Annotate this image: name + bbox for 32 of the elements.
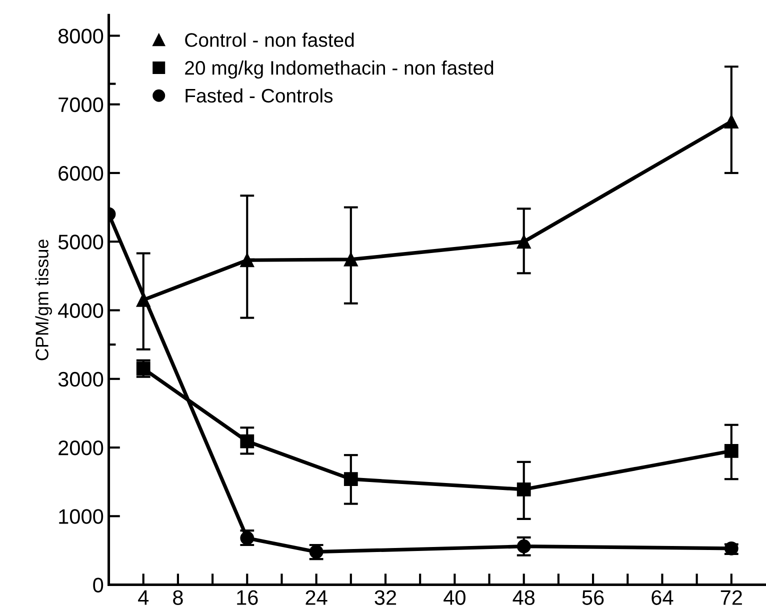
point xyxy=(516,482,531,496)
y-tick-label: 0 xyxy=(93,578,104,593)
y-tick-label: 4000 xyxy=(58,303,104,318)
y-tick-label: 3000 xyxy=(58,372,104,387)
x-tick-label: 48 xyxy=(512,590,535,605)
x-tick-label: 4 xyxy=(138,590,149,605)
y-tick-label: 6000 xyxy=(58,166,104,181)
point xyxy=(724,114,738,128)
y-tick-label: 1000 xyxy=(59,509,104,524)
legend-label: 20 mg/kg Indomethacin - non fasted xyxy=(185,60,494,79)
y-tick-label: 5000 xyxy=(58,234,104,250)
y-tick-label: 8000 xyxy=(58,28,104,44)
x-tick-label: 64 xyxy=(652,590,674,605)
x-tick-label: 32 xyxy=(374,590,396,605)
point xyxy=(344,252,358,266)
x-tick-label: 8 xyxy=(173,590,183,605)
x-tick-label: 72 xyxy=(720,590,742,605)
legend-label: Fasted - Controls xyxy=(186,88,333,103)
x-tick-label: 24 xyxy=(306,590,328,605)
point xyxy=(724,444,738,458)
y-tick-label: 7000 xyxy=(58,97,104,112)
y-tick-label: 2000 xyxy=(58,440,104,456)
x-tick-label: 40 xyxy=(444,590,466,605)
point xyxy=(240,434,254,448)
point xyxy=(240,253,254,268)
point xyxy=(516,234,531,249)
y-axis-title: CPM/gm tissue xyxy=(35,240,52,360)
legend-label: Control - non fasted xyxy=(185,32,354,47)
x-tick-label: 16 xyxy=(237,590,258,605)
point xyxy=(516,539,531,554)
point xyxy=(344,472,358,486)
x-tick-label: 56 xyxy=(582,590,604,605)
